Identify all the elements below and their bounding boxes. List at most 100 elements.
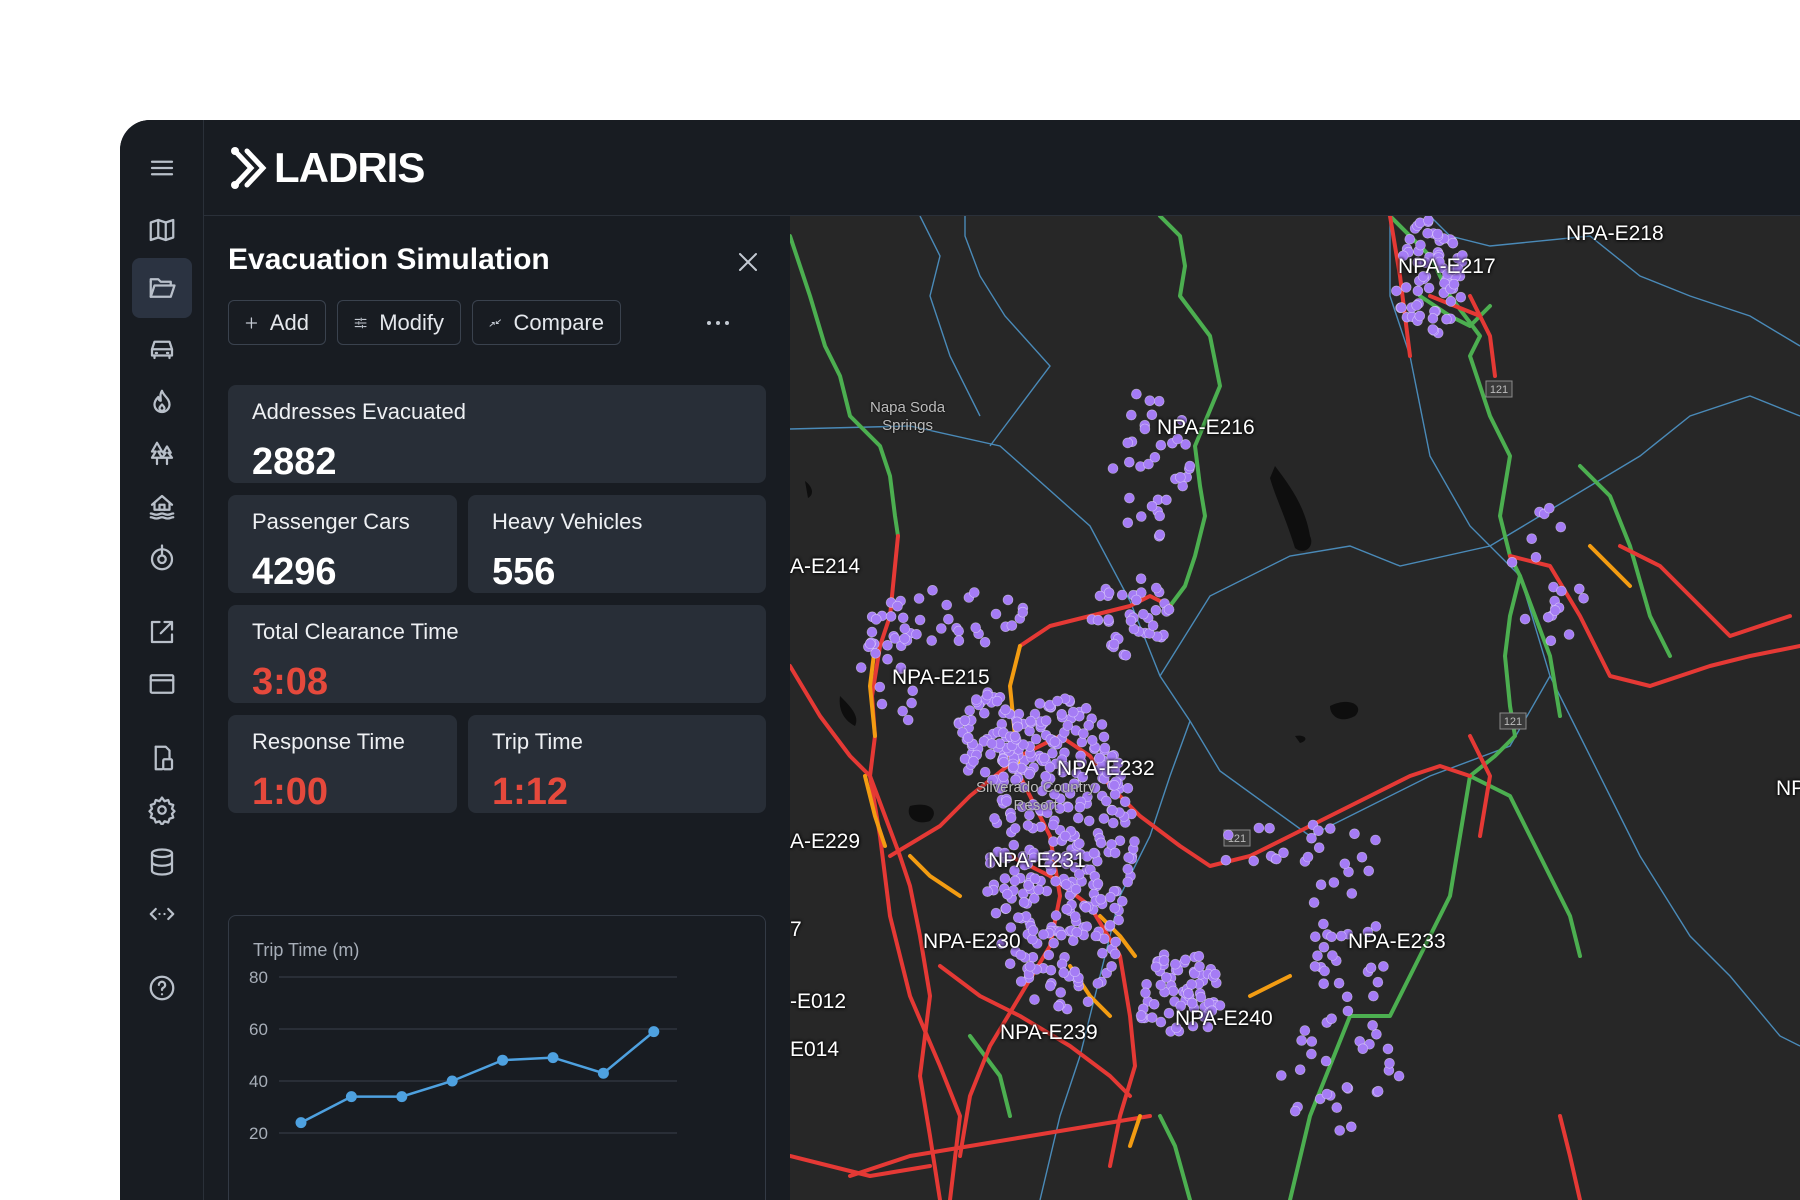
evacuation-point — [1033, 884, 1044, 896]
folder-open-icon[interactable] — [132, 258, 192, 318]
zone-label[interactable]: -E012 — [790, 990, 847, 1013]
device-icon[interactable] — [132, 728, 192, 788]
settings-icon[interactable] — [132, 780, 192, 840]
evacuation-point — [1122, 876, 1134, 888]
evacuation-point — [1123, 456, 1135, 468]
evacuation-point — [1422, 227, 1433, 239]
card-label: Total Clearance Time — [252, 619, 459, 644]
evacuation-point — [864, 638, 876, 650]
evacuation-point — [1150, 604, 1162, 616]
evacuation-point — [979, 766, 991, 778]
evacuation-point — [914, 614, 926, 626]
zone-label[interactable]: NPA-E239 — [1000, 1021, 1098, 1044]
more-options-button[interactable] — [696, 300, 740, 345]
menu-icon[interactable] — [132, 138, 192, 198]
zone-label[interactable]: NP — [1776, 777, 1800, 800]
evacuation-point — [1519, 613, 1531, 625]
evacuation-point — [1116, 589, 1128, 601]
evacuation-point — [1056, 958, 1068, 970]
zone-label[interactable]: 7 — [790, 918, 802, 941]
car-icon[interactable] — [132, 318, 192, 378]
evacuation-point — [943, 613, 954, 625]
evacuation-point — [1099, 742, 1111, 754]
evacuation-point — [1214, 1000, 1226, 1011]
evacuation-point — [1049, 788, 1060, 800]
evacuation-point — [1368, 990, 1379, 1002]
close-button[interactable] — [732, 246, 764, 278]
place-label-napa-soda-springs: Napa Soda Springs — [870, 399, 945, 435]
logo[interactable]: LADRIS — [230, 144, 425, 192]
database-icon[interactable] — [132, 832, 192, 892]
evacuation-point — [971, 694, 982, 705]
evacuation-point — [1113, 914, 1125, 926]
evacuation-point — [1038, 929, 1049, 940]
evacuation-point — [963, 732, 974, 744]
evacuation-point — [1318, 941, 1330, 953]
window-icon[interactable] — [132, 654, 192, 714]
flood-house-icon[interactable] — [132, 476, 192, 536]
zone-label[interactable]: NPA-E217 — [1398, 255, 1496, 278]
evacuation-point — [1175, 471, 1186, 483]
compare-button[interactable]: Compare — [472, 300, 621, 345]
evacuation-point — [1180, 439, 1191, 450]
trees-icon[interactable] — [132, 424, 192, 484]
series-line — [300, 1030, 655, 1124]
zone-label[interactable]: NPA-E216 — [1157, 416, 1255, 439]
evacuation-point — [1108, 638, 1120, 650]
map-view[interactable]: 121 121 121 Napa Soda Springs Silverado … — [790, 216, 1800, 1200]
evacuation-point — [1018, 782, 1029, 793]
evacuation-point — [985, 748, 996, 760]
map-icon[interactable] — [132, 200, 192, 260]
fire-icon[interactable] — [132, 372, 192, 432]
evacuation-point — [913, 593, 925, 604]
add-button[interactable]: Add — [228, 300, 326, 345]
evacuation-point — [1294, 1064, 1306, 1076]
place-name: Silverado Country Resort — [976, 779, 1096, 814]
zone-label[interactable]: NPA-E240 — [1175, 1007, 1273, 1030]
addresses-evacuated-card: Addresses Evacuated 2882 — [228, 385, 766, 483]
zone-label[interactable]: NPA-E233 — [1348, 930, 1446, 953]
help-icon[interactable] — [132, 958, 192, 1018]
evacuation-point — [991, 695, 1003, 707]
zone-label[interactable]: A-E214 — [790, 555, 861, 578]
zone-label[interactable]: NPA-E215 — [892, 666, 990, 689]
evacuation-point — [1110, 936, 1122, 948]
evacuation-point — [1404, 233, 1416, 245]
evacuation-point — [1169, 958, 1181, 970]
evacuation-point — [1327, 950, 1338, 961]
evacuation-point — [1155, 1016, 1167, 1028]
evacuation-point — [1306, 832, 1317, 844]
place-label-silverado: Silverado Country Resort — [976, 779, 1095, 815]
evacuation-point — [969, 587, 980, 598]
evacuation-point — [1452, 263, 1464, 275]
evacuation-point — [941, 599, 952, 611]
evacuation-point — [1220, 854, 1232, 866]
zone-label[interactable]: E014 — [790, 1038, 840, 1061]
evacuation-point — [1074, 801, 1086, 813]
evacuation-point — [1176, 415, 1188, 426]
external-link-icon[interactable] — [132, 602, 192, 662]
place-name: Napa Soda Springs — [870, 399, 946, 434]
zone-label[interactable]: A-E229 — [790, 830, 861, 853]
zone-label[interactable]: NPA-E231 — [988, 849, 1086, 872]
evacuation-point — [1275, 1070, 1287, 1081]
map-canvas[interactable]: 121 121 121 — [790, 216, 1800, 1200]
evacuation-point — [1041, 807, 1053, 819]
evacuation-point — [1029, 873, 1041, 885]
code-icon[interactable] — [132, 884, 192, 944]
y-tick-label: 80 — [249, 968, 268, 987]
target-icon[interactable] — [132, 528, 192, 588]
evacuation-point — [1034, 698, 1046, 709]
total-clearance-time-card: Total Clearance Time 3:08 — [228, 605, 766, 703]
evacuation-point — [1025, 715, 1036, 727]
zone-label[interactable]: NPA-E218 — [1566, 222, 1664, 245]
zone-label[interactable]: NPA-E230 — [923, 930, 1021, 953]
evacuation-point — [1074, 838, 1085, 849]
y-tick-label: 60 — [249, 1020, 268, 1039]
zone-label[interactable]: NPA-E232 — [1057, 757, 1155, 780]
evacuation-point — [953, 635, 965, 647]
modify-button[interactable]: Modify — [337, 300, 461, 345]
evacuation-point — [1427, 313, 1439, 324]
plus-icon — [245, 316, 258, 329]
evacuation-point — [1415, 239, 1426, 251]
